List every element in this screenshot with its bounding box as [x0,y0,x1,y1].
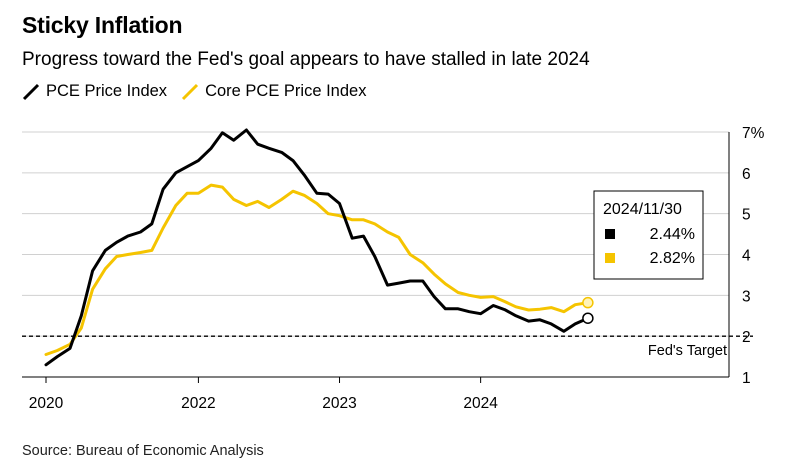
legend-item-core[interactable]: Core PCE Price Index [181,82,366,101]
x-tick-label-2023: 2023 [322,395,356,412]
y-tick-label-3: 3 [742,288,751,305]
series-line-core[interactable] [44,183,590,356]
legend-label-pce: PCE Price Index [46,82,168,100]
y-tick-label-2: 2 [742,329,751,346]
y-tick-label-1: 1 [742,370,751,387]
source-note: Source: Bureau of Economic Analysis [22,443,264,459]
fed-target-label: Fed's Target [648,343,727,359]
y-tick-label-7: 7% [742,125,765,142]
legend-swatch-core [182,83,199,100]
tooltip-swatch-pce [605,229,615,239]
y-tick-label-4: 4 [742,248,751,265]
x-tick-label-2020: 2020 [29,395,64,412]
tooltip-value-pce: 2.44% [650,226,695,243]
x-tick-label-2024: 2024 [463,395,498,412]
legend-item-pce[interactable]: PCE Price Index [22,82,167,101]
legend-swatch-pce [22,83,40,100]
x-tick-label-2022: 2022 [181,395,215,412]
end-marker-pce[interactable] [582,312,594,324]
y-tick-label-6: 6 [742,166,751,183]
end-marker-core[interactable] [582,296,594,309]
legend-label-core: Core PCE Price Index [205,82,367,100]
chart-title: Sticky Inflation [22,12,183,38]
legend: PCE Price Index Core PCE Price Index [22,82,380,101]
chart-subtitle: Progress toward the Fed's goal appears t… [22,49,590,70]
tooltip-date: 2024/11/30 [603,201,682,218]
tooltip-swatch-core [605,253,615,263]
series-line-pce[interactable] [44,128,590,367]
y-tick-label-5: 5 [742,207,751,224]
tooltip-value-core: 2.82% [650,250,695,267]
